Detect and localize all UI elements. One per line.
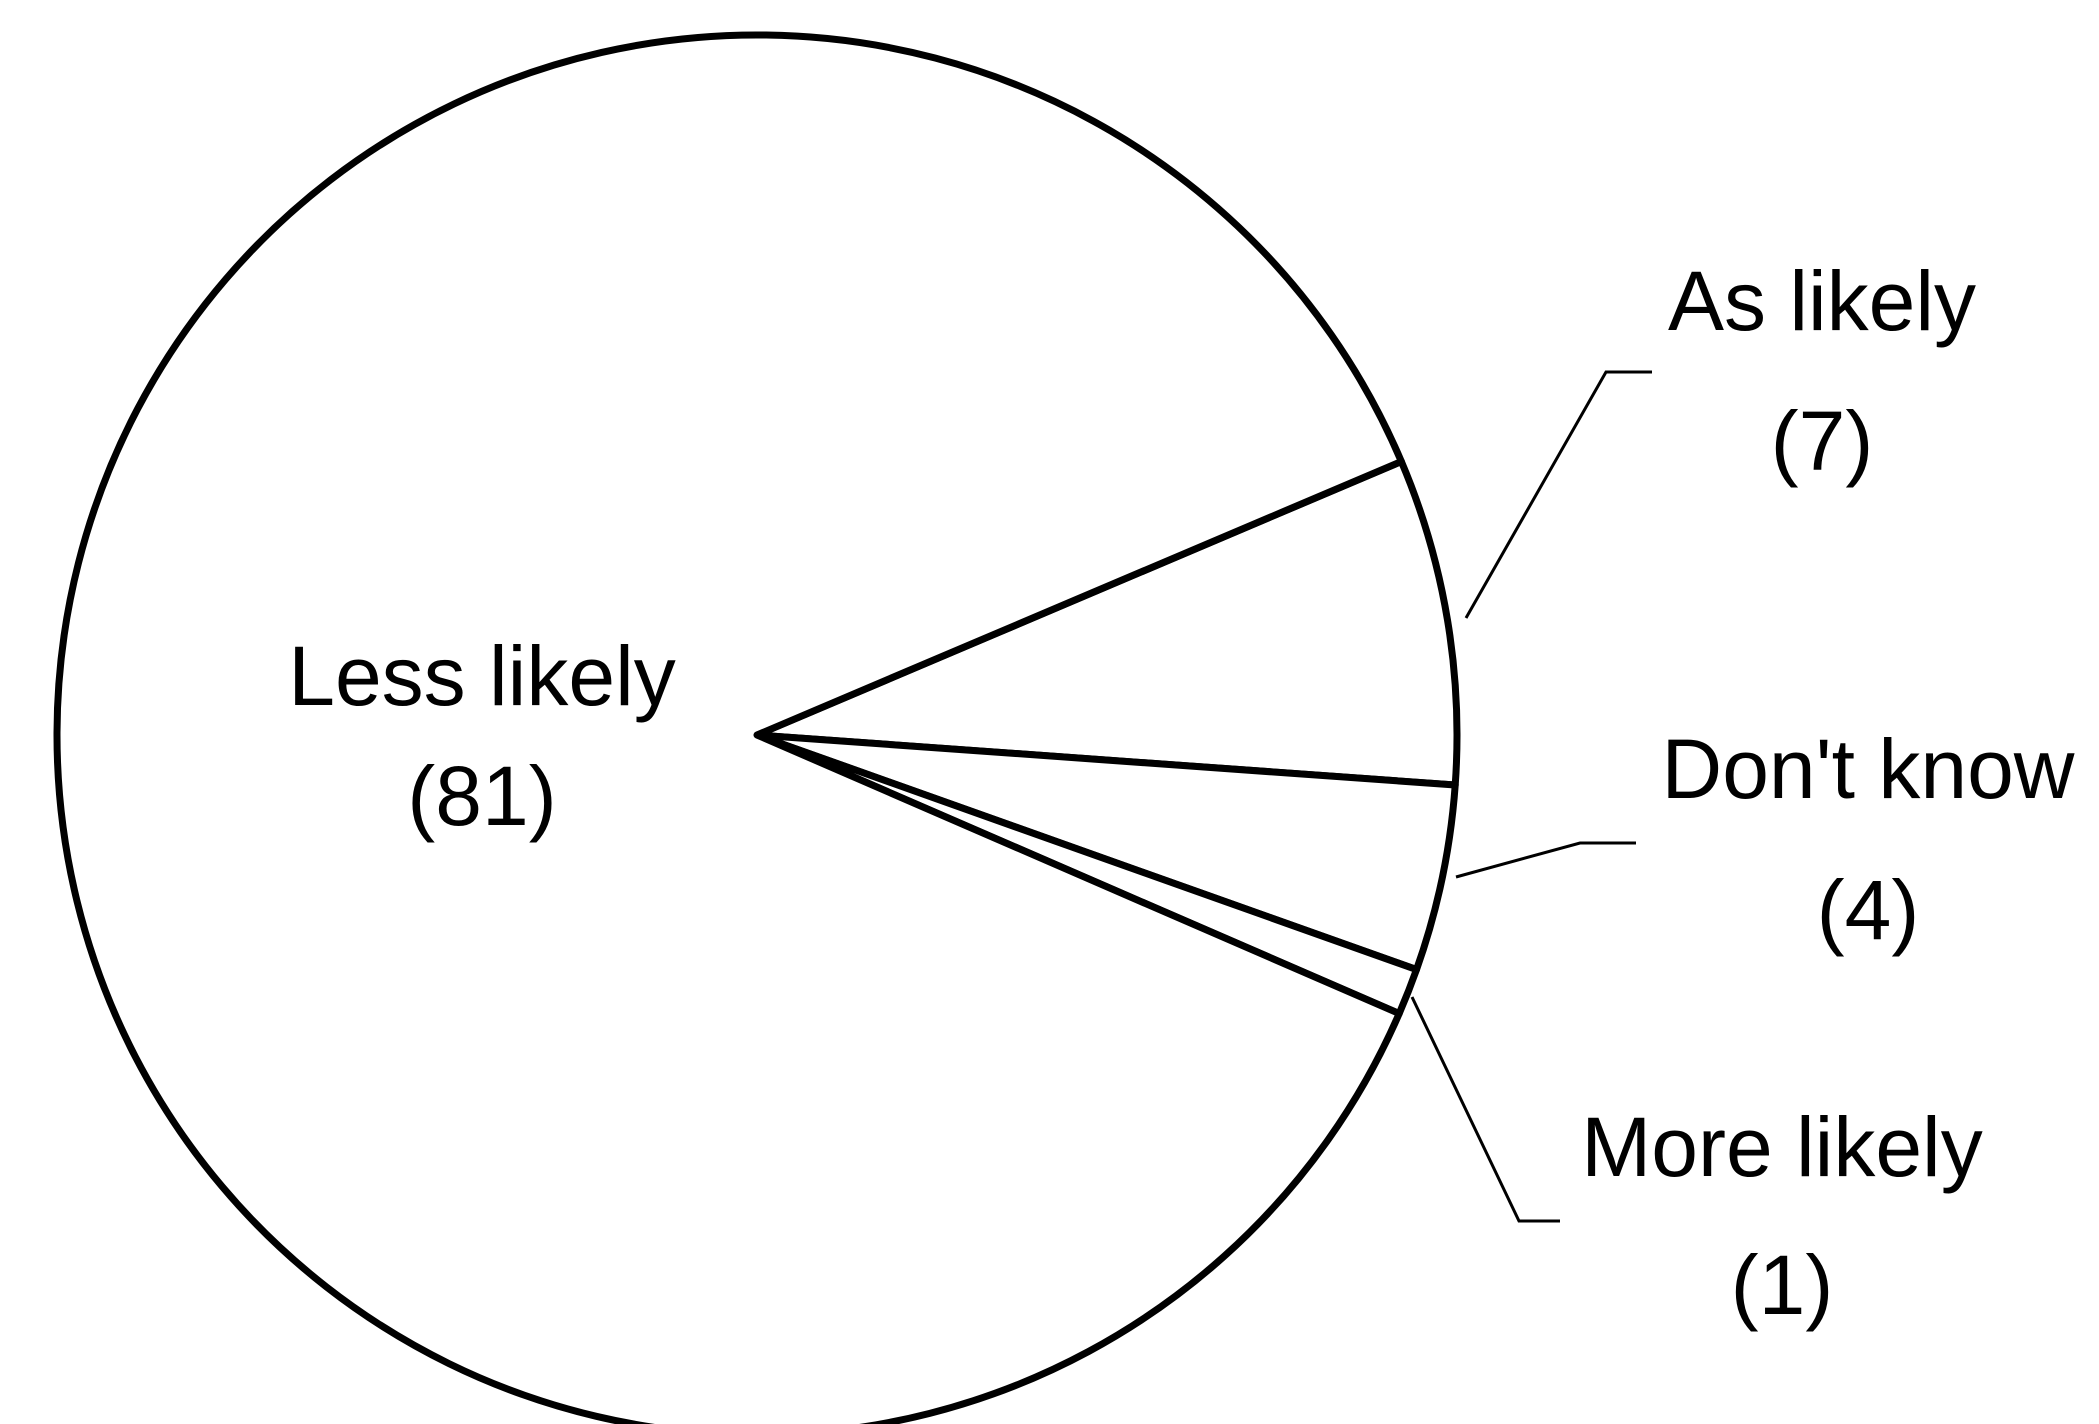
pie-slice (53, 31, 1405, 1424)
value-label: (4) (1817, 863, 1920, 957)
slice-label: More likely (1581, 1100, 1982, 1194)
slice-label: Less likely (288, 629, 675, 723)
value-label: (7) (1771, 394, 1874, 488)
slice-label: Don't know (1662, 722, 2075, 816)
value-label: (81) (407, 749, 556, 843)
slice-label: As likely (1668, 254, 1976, 348)
value-label: (1) (1731, 1238, 1834, 1332)
leader-line (1410, 996, 1560, 1223)
leader-line (1464, 370, 1652, 619)
leader-line (1455, 841, 1636, 879)
pie-slice (753, 457, 1461, 789)
